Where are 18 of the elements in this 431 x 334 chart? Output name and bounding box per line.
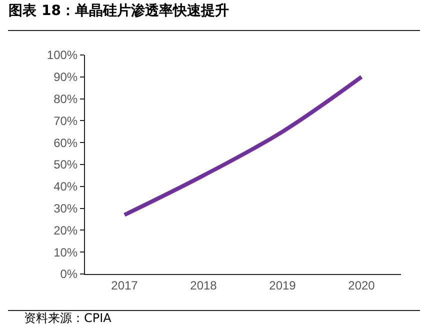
y-tick-label: 90% [54,70,78,84]
y-tick-label: 40% [54,180,78,194]
y-tick-label: 60% [54,136,78,150]
y-tick-label: 50% [54,158,78,172]
text: 资料来源：CPIA [24,311,112,325]
x-tick-label: 2017 [111,278,138,292]
y-tick-label: 70% [54,114,78,128]
x-tick-label: 2019 [269,278,296,292]
y-tick-label: 10% [54,245,78,260]
chart-title: 图表 18：单晶硅片渗透率快速提升 [8,2,229,19]
line-series [122,74,364,217]
y-tick-label: 20% [54,223,78,238]
x-tick-label: 2020 [348,278,376,292]
y-tick-label: 100% [46,48,78,62]
x-tick-label: 2018 [190,278,218,292]
y-tick-label: 30% [54,202,78,216]
y-tick-label: 80% [54,92,78,106]
y-tick-label: 0% [60,267,78,282]
